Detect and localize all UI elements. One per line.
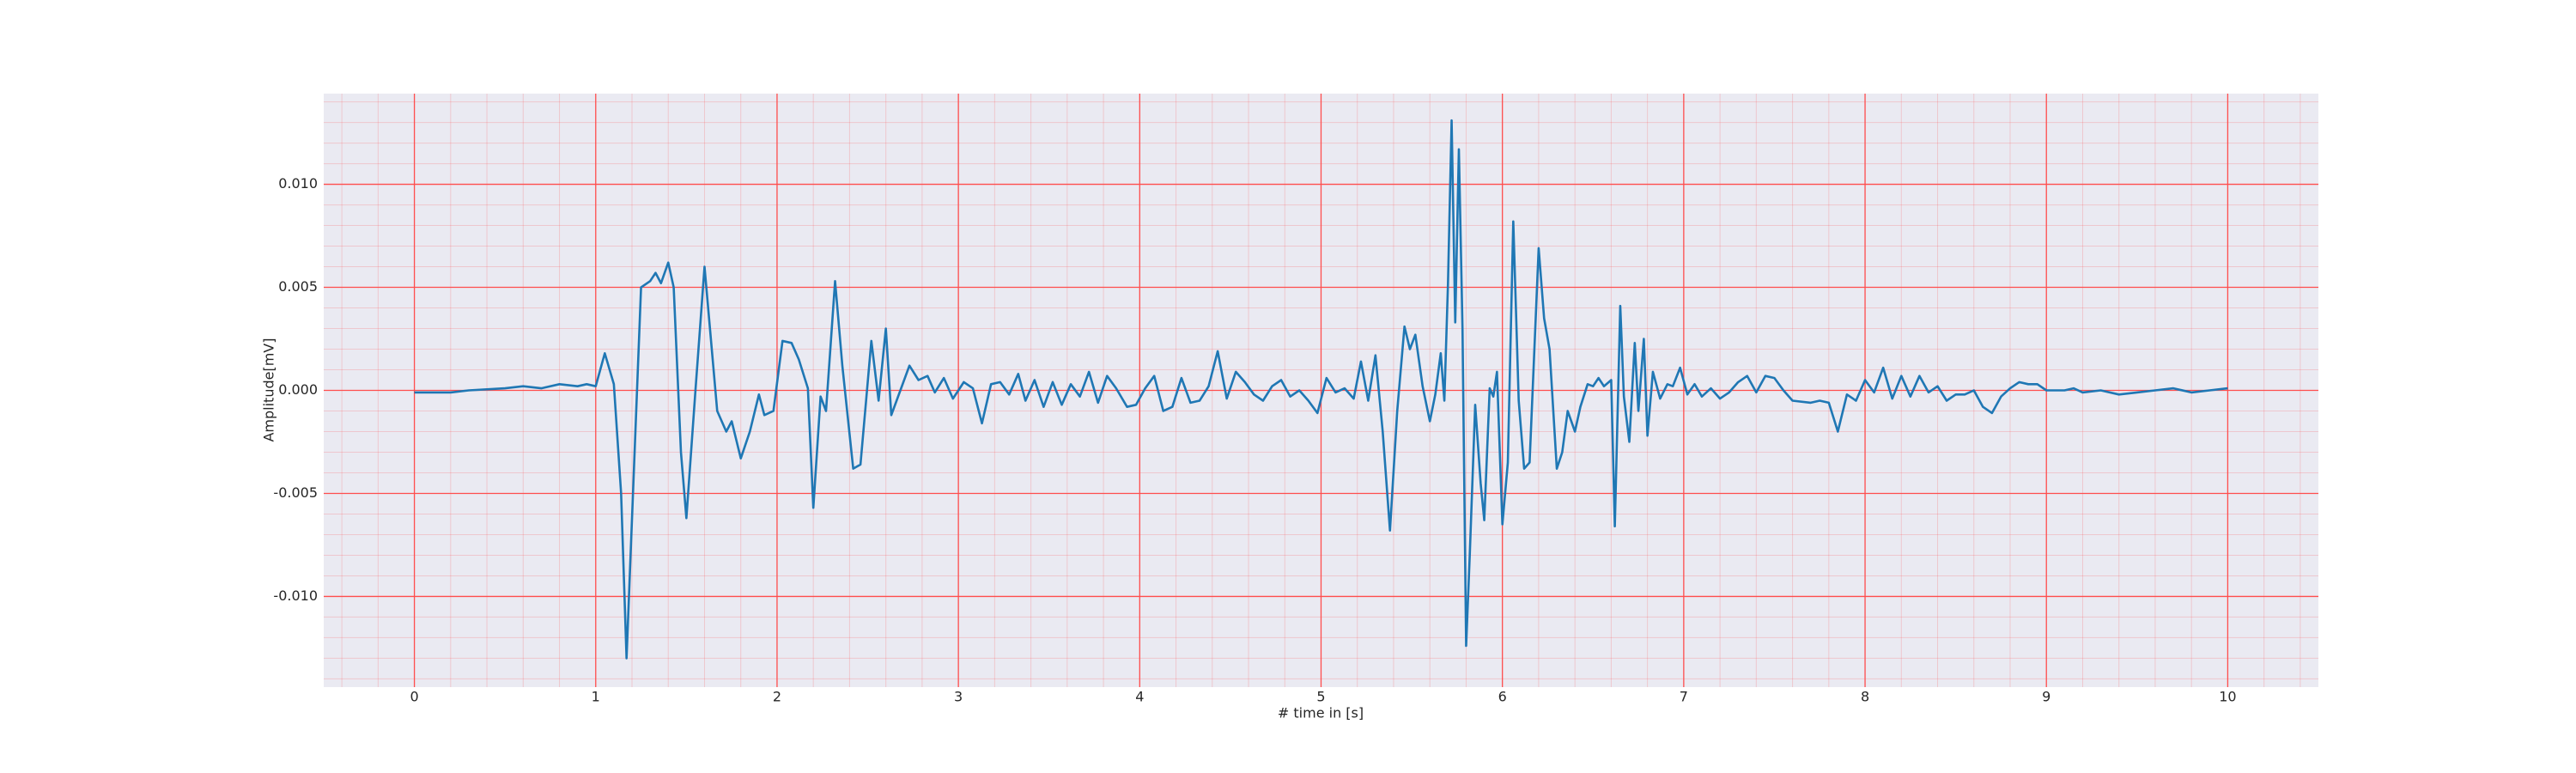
x-tick-label: 5: [1316, 689, 1325, 705]
x-tick-label: 8: [1861, 689, 1869, 705]
y-axis-label: Amplitude[mV]: [261, 338, 277, 441]
signal-line: [414, 119, 2228, 660]
y-tick-label: -0.005: [273, 484, 318, 501]
x-axis-label: # time in [s]: [1278, 705, 1364, 721]
y-tick-label: 0.010: [278, 175, 318, 192]
x-tick-label: 2: [773, 689, 781, 705]
y-tick-label: 0.000: [278, 381, 318, 398]
x-tick-label: 4: [1135, 689, 1144, 705]
x-tick-label: 0: [410, 689, 418, 705]
x-tick-label: 6: [1498, 689, 1507, 705]
x-tick-label: 1: [592, 689, 600, 705]
y-tick-label: -0.010: [273, 587, 318, 604]
x-tick-label: 3: [954, 689, 963, 705]
x-tick-label: 10: [2219, 689, 2236, 705]
x-tick-label: 7: [1680, 689, 1688, 705]
x-tick-label: 9: [2042, 689, 2050, 705]
y-tick-label: 0.005: [278, 278, 318, 295]
